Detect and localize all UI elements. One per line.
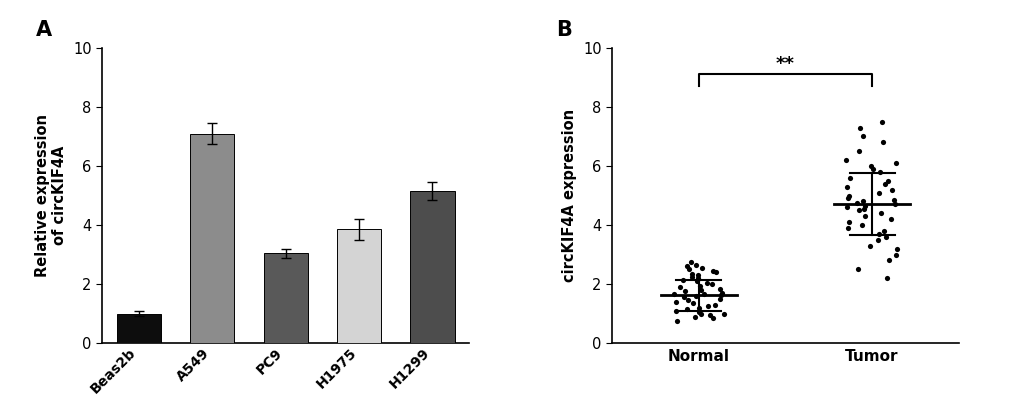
Point — [882, 186, 899, 193]
Point — [853, 222, 869, 228]
Point — [880, 257, 897, 264]
Point — [871, 169, 888, 175]
Point — [856, 203, 872, 209]
Point — [861, 243, 877, 249]
Y-axis label: Relative expression
of circKIF4A: Relative expression of circKIF4A — [35, 114, 67, 277]
Point — [703, 281, 719, 287]
Point — [713, 290, 730, 296]
Point — [684, 300, 700, 306]
Point — [678, 306, 694, 312]
Point — [676, 288, 692, 294]
Text: **: ** — [775, 55, 794, 73]
Point — [690, 309, 706, 315]
Point — [863, 166, 879, 172]
Point — [704, 268, 720, 274]
Point — [839, 195, 855, 201]
Point — [874, 139, 891, 146]
Point — [690, 304, 706, 311]
Point — [854, 133, 870, 140]
Point — [694, 265, 710, 271]
Bar — [116, 314, 161, 343]
Point — [879, 178, 896, 184]
Point — [699, 279, 715, 286]
Point — [887, 201, 903, 207]
Point — [701, 312, 717, 318]
Point — [851, 207, 867, 213]
Point — [862, 163, 878, 169]
Point — [877, 234, 894, 240]
Point — [665, 291, 682, 298]
Text: A: A — [36, 20, 52, 40]
Point — [838, 184, 854, 190]
Point — [711, 285, 728, 292]
Point — [689, 272, 705, 279]
Bar — [336, 229, 381, 343]
Bar — [263, 253, 308, 343]
Point — [850, 148, 866, 154]
Point — [699, 303, 715, 310]
Point — [695, 290, 711, 297]
Point — [688, 262, 704, 268]
Y-axis label: circKIF4A expression: circKIF4A expression — [561, 109, 577, 282]
Point — [855, 205, 871, 212]
Point — [711, 296, 728, 302]
Point — [667, 318, 684, 324]
Point — [679, 263, 695, 270]
Point — [888, 251, 904, 258]
Point — [874, 228, 891, 234]
Point — [857, 213, 873, 219]
Point — [705, 302, 721, 308]
Point — [683, 274, 699, 280]
Point — [691, 282, 707, 289]
Point — [849, 200, 865, 206]
Point — [887, 160, 903, 166]
Point — [692, 287, 708, 293]
Point — [692, 310, 708, 317]
Point — [852, 124, 868, 131]
Point — [850, 266, 866, 273]
Point — [675, 277, 691, 283]
Point — [688, 293, 704, 299]
Point — [687, 313, 703, 320]
Point — [839, 225, 855, 231]
Point — [690, 275, 706, 281]
Point — [841, 175, 857, 181]
Point — [877, 275, 894, 281]
Text: B: B — [555, 20, 572, 40]
Point — [671, 284, 687, 290]
Bar — [190, 134, 234, 343]
Point — [704, 315, 720, 321]
Point — [707, 269, 723, 275]
Point — [712, 292, 729, 298]
Point — [667, 308, 684, 314]
Point — [884, 197, 901, 203]
Point — [683, 259, 699, 265]
Point — [688, 278, 704, 284]
Point — [675, 294, 691, 300]
Point — [876, 180, 893, 187]
Point — [840, 219, 856, 225]
Point — [838, 157, 854, 163]
Point — [881, 216, 898, 222]
Point — [872, 210, 889, 216]
Point — [888, 245, 904, 252]
Point — [714, 310, 731, 317]
Point — [838, 204, 854, 211]
Point — [683, 271, 699, 277]
Point — [869, 237, 886, 243]
Point — [841, 192, 857, 199]
Point — [667, 298, 684, 305]
Point — [870, 231, 887, 237]
Point — [681, 266, 697, 273]
Point — [870, 190, 887, 196]
Bar — [410, 191, 454, 343]
Point — [873, 119, 890, 125]
Point — [854, 198, 870, 205]
Point — [679, 297, 695, 304]
